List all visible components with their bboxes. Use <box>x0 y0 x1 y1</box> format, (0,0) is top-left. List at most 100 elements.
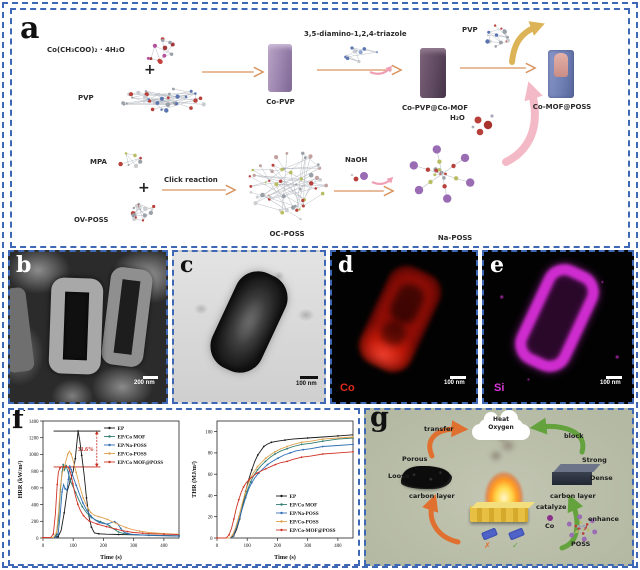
reduction-annotation: 31.6% <box>78 447 94 453</box>
label-catalyze: catalyze <box>536 503 567 511</box>
scale-bar-label-b: 200 nm <box>134 380 155 386</box>
svg-text:200: 200 <box>31 520 39 525</box>
label-cobalt-acetate: Co(CH₃COO)₂ · 4H₂O <box>47 46 125 54</box>
label-co: Co <box>545 522 555 530</box>
label-block: block <box>564 432 584 440</box>
co-pvp-co-mof-rod <box>420 48 446 98</box>
series-ep <box>216 434 354 539</box>
svg-text:0: 0 <box>216 544 219 549</box>
polymer-block-top <box>471 502 535 508</box>
label-co-pvp: Co-PVP <box>266 98 295 106</box>
svg-text:EP/Co-POSS: EP/Co-POSS <box>290 519 319 525</box>
h2o-in-arrow <box>502 81 543 166</box>
cross-mark: ✗ <box>484 541 491 550</box>
panel-letter-g: g <box>370 408 389 433</box>
co-atom-dot <box>547 515 553 521</box>
ov-poss-molecule <box>130 202 156 222</box>
label-carbon-layer-right: carbon layer <box>550 492 596 500</box>
svg-text:EP/Na-POSS: EP/Na-POSS <box>290 511 319 517</box>
label-triazole: 3,5-diamino-1,2,4-triazole <box>304 30 407 38</box>
naoh-molecule <box>350 172 368 182</box>
element-label-si: Si <box>494 382 505 394</box>
left-cycle-arrow <box>422 493 461 545</box>
pvp-small-molecule <box>485 24 511 48</box>
co-map-rod <box>352 259 448 379</box>
svg-text:400: 400 <box>334 544 342 549</box>
plus-sign-1: + <box>144 62 156 78</box>
dense-carbon-slab-top <box>553 464 601 472</box>
mpa-molecule <box>118 152 143 169</box>
label-oc-poss: OC-POSS <box>269 230 305 238</box>
porous-carbon-layer <box>402 466 450 488</box>
svg-text:EP/Na-POSS: EP/Na-POSS <box>118 443 147 449</box>
y-axis-label: HRR (kW/m²) <box>17 461 24 499</box>
label-co-pvp-co-mof: Co-PVP@Co-MOF <box>401 104 469 112</box>
svg-text:0: 0 <box>210 537 213 542</box>
cloud-bump-1 <box>484 412 498 426</box>
series-ep-co-mof <box>42 463 180 539</box>
svg-text:300: 300 <box>130 544 138 549</box>
scale-bar-label-e: 100 nm <box>600 380 621 386</box>
plus-sign-2: + <box>138 180 150 196</box>
panel-letter-b: b <box>16 252 32 278</box>
scale-bar-e <box>606 376 622 379</box>
svg-text:EP/Co MOF: EP/Co MOF <box>118 434 146 440</box>
panel-c-tem: c 100 nm <box>172 250 326 404</box>
label-transfer: transfer <box>424 425 454 433</box>
label-na-poss: Na-POSS <box>437 234 473 242</box>
dense-carbon-slab-front <box>552 472 592 485</box>
svg-text:EP/Co-MOF@POSS: EP/Co-MOF@POSS <box>290 528 336 534</box>
scale-bar-label-d: 100 nm <box>444 380 465 386</box>
x-axis-label: Time (s) <box>274 554 296 561</box>
check-mark: ✓ <box>512 541 519 550</box>
svg-text:EP/Co-POSS: EP/Co-POSS <box>118 451 147 457</box>
svg-text:0: 0 <box>36 537 39 542</box>
cloud-icon <box>478 410 524 440</box>
poss-molecule-small <box>566 514 598 542</box>
cobalt-acetate-molecule <box>146 37 175 64</box>
panel-d-co-map: d Co 100 nm <box>330 250 478 404</box>
scale-bar-b <box>143 376 158 379</box>
label-h2o: H₂O <box>450 114 465 122</box>
label-porous: Porous <box>402 455 428 463</box>
transfer-arrow <box>427 420 469 459</box>
label-click-reaction: Click reaction <box>164 176 218 184</box>
co-mof-poss-rod <box>548 50 574 98</box>
svg-text:60: 60 <box>208 473 213 478</box>
cloud-bump-2 <box>500 410 518 428</box>
chart-svg: 0 100 200 300 400 0 20 40 60 80 100 Time (s) THR (MJ… <box>191 420 354 561</box>
panel-letter-c: c <box>180 252 194 278</box>
panel-letter-f: f <box>12 408 24 435</box>
svg-text:1000: 1000 <box>29 453 39 458</box>
svg-text:EP/Co MOF: EP/Co MOF <box>290 502 318 508</box>
na-poss-molecule <box>409 145 475 203</box>
block-arrow <box>529 417 586 455</box>
polymer-block <box>470 506 528 522</box>
series-ep-co-mof-poss <box>216 450 354 539</box>
svg-text:1200: 1200 <box>29 437 39 442</box>
svg-text:400: 400 <box>31 503 39 508</box>
label-released-pvp: PVP <box>462 26 478 34</box>
label-co-mof-poss: Co-MOF@POSS <box>532 103 592 111</box>
svg-text:300: 300 <box>304 544 312 549</box>
mechanism-arrows <box>422 417 598 551</box>
panel-f-charts: f 0 100 200 300 400 0 200 400 600 800 1000 1200 1400… <box>8 408 360 566</box>
label-strong: Strong <box>582 456 607 464</box>
svg-text:200: 200 <box>274 544 282 549</box>
catalyze-arrow <box>559 494 584 551</box>
panel-letter-d: d <box>338 252 354 278</box>
pvp-out-arrow <box>509 21 545 65</box>
svg-text:600: 600 <box>31 487 39 492</box>
series-ep-co-poss <box>216 436 354 539</box>
oc-poss-molecule <box>248 151 328 221</box>
label-mpa: MPA <box>90 158 107 166</box>
label-dense: Dense <box>590 474 613 482</box>
panel-g-mechanism: g Heat Oxygen ✗ ✓ transfer block Porous <box>364 408 634 566</box>
label-pvp: PVP <box>78 94 94 102</box>
label-loose: Loose <box>388 472 410 480</box>
h2o-molecules <box>471 114 494 136</box>
plot-frame <box>216 420 354 539</box>
sem-rod-hollow <box>48 277 104 375</box>
svg-text:0: 0 <box>42 544 45 549</box>
triazole-molecule <box>344 46 379 64</box>
